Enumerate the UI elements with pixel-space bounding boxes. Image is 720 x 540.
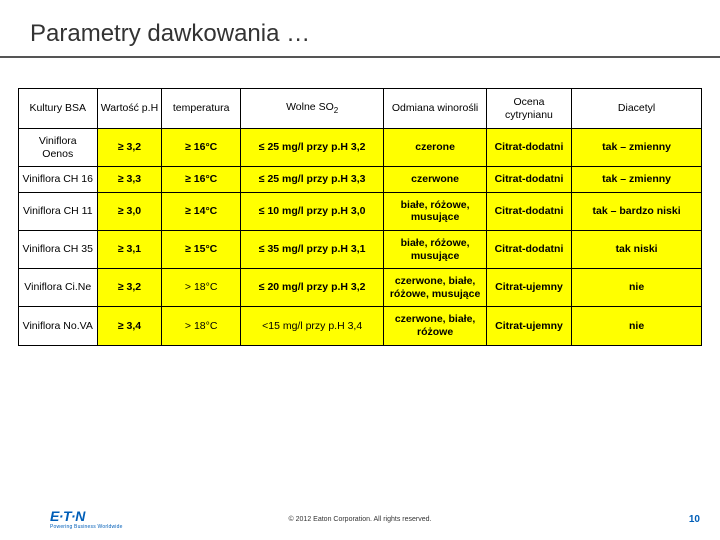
table-cell: ≥ 3,1	[97, 230, 162, 268]
col-header: temperatura	[162, 89, 241, 129]
table-cell: czerwone, białe, różowe	[384, 307, 486, 345]
logo-tagline: Powering Business Worldwide	[50, 524, 123, 530]
row-header: Viniflora No.VA	[19, 307, 98, 345]
page-number: 10	[689, 514, 700, 525]
table-row: Viniflora CH 11≥ 3,0≥ 14°C≤ 10 mg/l przy…	[19, 192, 702, 230]
table-cell: ≥ 14°C	[162, 192, 241, 230]
table-container: Kultury BSA Wartość p.H temperatura Woln…	[0, 58, 720, 346]
table-cell: białe, różowe, musujące	[384, 192, 486, 230]
table-cell: ≥ 16°C	[162, 167, 241, 193]
table-cell: czerone	[384, 129, 486, 167]
table-cell: ≤ 35 mg/l przy p.H 3,1	[240, 230, 383, 268]
table-cell: tak niski	[572, 230, 702, 268]
table-cell: tak – zmienny	[572, 167, 702, 193]
col-header: Wolne SO2	[240, 89, 383, 129]
footer: E·T·N Powering Business Worldwide © 2012…	[0, 508, 720, 530]
copyright-text: © 2012 Eaton Corporation. All rights res…	[289, 516, 432, 523]
col-header: Diacetyl	[572, 89, 702, 129]
table-cell: czerwone	[384, 167, 486, 193]
col-header: Ocena cytrynianu	[486, 89, 571, 129]
table-cell: ≤ 20 mg/l przy p.H 3,2	[240, 269, 383, 307]
table-cell: nie	[572, 307, 702, 345]
col-header: Odmiana winorośli	[384, 89, 486, 129]
table-cell: Citrat-ujemny	[486, 307, 571, 345]
table-row: Viniflora CH 16≥ 3,3≥ 16°C≤ 25 mg/l przy…	[19, 167, 702, 193]
table-cell: tak – zmienny	[572, 129, 702, 167]
table-cell: > 18°C	[162, 307, 241, 345]
table-cell: Citrat-dodatni	[486, 230, 571, 268]
table-row: Viniflora Ci.Ne≥ 3,2> 18°C≤ 20 mg/l przy…	[19, 269, 702, 307]
table-row: Viniflora No.VA≥ 3,4> 18°C<15 mg/l przy …	[19, 307, 702, 345]
table-cell: Citrat-dodatni	[486, 192, 571, 230]
col-header: Kultury BSA	[19, 89, 98, 129]
table-row: Viniflora Oenos≥ 3,2≥ 16°C≤ 25 mg/l przy…	[19, 129, 702, 167]
row-header: Viniflora CH 11	[19, 192, 98, 230]
table-cell: białe, różowe, musujące	[384, 230, 486, 268]
row-header: Viniflora CH 35	[19, 230, 98, 268]
table-cell: > 18°C	[162, 269, 241, 307]
table-cell: ≤ 25 mg/l przy p.H 3,2	[240, 129, 383, 167]
row-header: Viniflora Oenos	[19, 129, 98, 167]
logo-main: E·T·N	[50, 508, 85, 524]
page-title: Parametry dawkowania …	[0, 0, 720, 56]
eaton-logo: E·T·N Powering Business Worldwide	[50, 508, 123, 530]
table-cell: ≥ 15°C	[162, 230, 241, 268]
table-cell: ≥ 3,0	[97, 192, 162, 230]
table-cell: ≤ 10 mg/l przy p.H 3,0	[240, 192, 383, 230]
table-cell: Citrat-dodatni	[486, 167, 571, 193]
row-header: Viniflora CH 16	[19, 167, 98, 193]
table-cell: ≥ 3,2	[97, 269, 162, 307]
table-row: Viniflora CH 35≥ 3,1≥ 15°C≤ 35 mg/l przy…	[19, 230, 702, 268]
row-header: Viniflora Ci.Ne	[19, 269, 98, 307]
table-cell: tak – bardzo niski	[572, 192, 702, 230]
dosage-parameters-table: Kultury BSA Wartość p.H temperatura Woln…	[18, 88, 702, 346]
table-cell: ≥ 3,3	[97, 167, 162, 193]
table-cell: ≥ 3,4	[97, 307, 162, 345]
table-cell: ≥ 16°C	[162, 129, 241, 167]
table-cell: Citrat-ujemny	[486, 269, 571, 307]
table-cell: <15 mg/l przy p.H 3,4	[240, 307, 383, 345]
col-header: Wartość p.H	[97, 89, 162, 129]
table-cell: czerwone, białe, różowe, musujące	[384, 269, 486, 307]
table-cell: ≥ 3,2	[97, 129, 162, 167]
table-header-row: Kultury BSA Wartość p.H temperatura Woln…	[19, 89, 702, 129]
table-cell: nie	[572, 269, 702, 307]
table-cell: Citrat-dodatni	[486, 129, 571, 167]
table-cell: ≤ 25 mg/l przy p.H 3,3	[240, 167, 383, 193]
